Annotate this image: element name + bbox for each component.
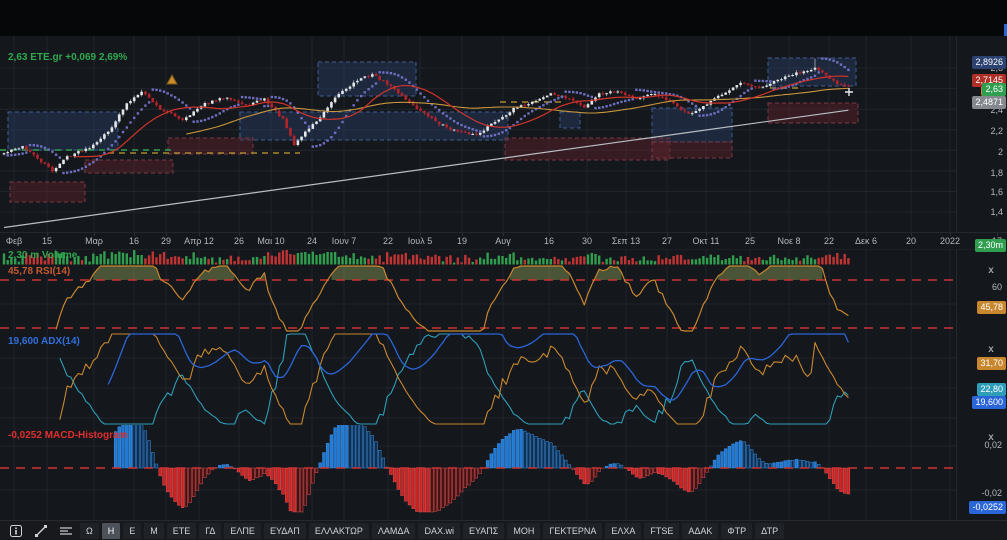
time-axis-tickmark — [239, 233, 240, 236]
ticker-button-h[interactable]: H — [101, 522, 121, 539]
adx-close-button[interactable]: x — [988, 344, 994, 355]
time-axis-tickmark — [503, 233, 504, 236]
time-axis-tick: Νοε 8 — [777, 236, 801, 246]
scrollbar-handle[interactable] — [1004, 24, 1007, 36]
time-axis-tickmark — [667, 233, 668, 236]
time-axis-tick: Δεκ 6 — [854, 236, 878, 246]
bottom-toolbar: Ω H E M ETE ΓΔ ΕΛΠΕ ΕΥΔΑΠ ΕΛΛΑΚΤΩΡ ΛΑΜΔΑ DAX.wi ΕΥΑ… — [0, 520, 1007, 540]
ticker-button-ete[interactable]: ETE — [166, 522, 197, 539]
time-axis-tick: 20 — [905, 236, 917, 246]
time-axis-tickmark — [462, 233, 463, 236]
time-axis-tickmark — [706, 233, 707, 236]
rsi-close-button[interactable]: x — [988, 265, 994, 276]
time-axis-tickmark — [199, 233, 200, 236]
time-axis-tick: Φεβ — [5, 236, 23, 246]
watchlist-icon[interactable] — [55, 523, 77, 539]
ticker-button-ευδαπ[interactable]: ΕΥΔΑΠ — [263, 522, 306, 539]
ticker-button-dax.wi[interactable]: DAX.wi — [418, 522, 460, 539]
ticker-button-ευαπς[interactable]: ΕΥΑΠΣ — [462, 522, 505, 539]
time-axis-tick: Ιουλ 5 — [407, 236, 433, 246]
price-axis-tick: 2,2 — [990, 126, 1003, 136]
time-axis-tickmark — [587, 233, 588, 236]
ticker-button-ftse[interactable]: FTSE — [644, 522, 680, 539]
price-axis[interactable]: 2,82,42,221,81,61,42,2,89262,71452,632,4… — [956, 36, 1007, 520]
ticker-button-m[interactable]: M — [144, 522, 164, 539]
trendline-tool-icon[interactable] — [30, 523, 52, 539]
ticker-button-γδ[interactable]: ΓΔ — [199, 522, 222, 539]
info-icon[interactable] — [5, 523, 27, 539]
price-axis-tick: 1,8 — [990, 168, 1003, 178]
macd-close-button[interactable]: x — [988, 432, 994, 443]
top-band — [0, 0, 1007, 36]
time-axis-tick: 17 — [991, 236, 1003, 246]
ticker-button-ω[interactable]: Ω — [80, 522, 99, 539]
time-axis-tick: 26 — [233, 236, 245, 246]
time-axis-tick: 22 — [382, 236, 394, 246]
ticker-button-δτρ[interactable]: ΔΤΡ — [755, 522, 785, 539]
ticker-button-e[interactable]: E — [123, 522, 142, 539]
time-axis-tick: 19 — [456, 236, 468, 246]
price-axis-tick: 1,6 — [990, 187, 1003, 197]
last-price-badge: 2,63 — [982, 83, 1006, 96]
time-axis-tickmark — [750, 233, 751, 236]
macd-pane-svg[interactable] — [0, 425, 957, 520]
time-axis-tick: 29 — [160, 236, 172, 246]
time-axis-tick: Απρ 12 — [184, 236, 214, 246]
time-axis-tick: 24 — [306, 236, 318, 246]
time-axis-tickmark — [829, 233, 830, 236]
time-axis-tick: 16 — [543, 236, 555, 246]
ticker-button-strip: Ω H E M ETE ΓΔ ΕΛΠΕ ΕΥΔΑΠ ΕΛΛΑΚΤΩΡ ΛΑΜΔΑ DAX.wi ΕΥΑ… — [80, 522, 785, 539]
main-chart-svg[interactable] — [0, 36, 957, 232]
time-axis-tickmark — [134, 233, 135, 236]
price-axis-tick: 2 — [997, 147, 1003, 157]
time-axis-tick: Μαρ — [85, 236, 103, 246]
ticker-button-μοη[interactable]: ΜΟΗ — [507, 522, 541, 539]
time-axis-tickmark — [94, 233, 95, 236]
time-axis[interactable]: Φεβ 15 Μαρ 16 29 Απρ 12 26 Μαι 10 24 Ιουν 7 22 Ιουλ… — [0, 232, 1007, 250]
time-axis-tickmark — [549, 233, 550, 236]
time-axis-tick: 30 — [581, 236, 593, 246]
price-axis-tick: 1,4 — [990, 207, 1003, 217]
time-axis-tickmark — [166, 233, 167, 236]
time-axis-tick: 22 — [823, 236, 835, 246]
time-axis-tick: Οκτ 11 — [692, 236, 720, 246]
ticker-button-φτρ[interactable]: ΦΤΡ — [721, 522, 753, 539]
ma-long-badge: 2,4871 — [972, 96, 1006, 109]
ticker-button-γεκτερνα[interactable]: ΓΕΚΤΕΡΝΑ — [543, 522, 603, 539]
time-axis-tick: Αυγ — [495, 236, 511, 246]
high-52w-badge: 2,8926 — [972, 56, 1006, 69]
time-axis-tickmark — [866, 233, 867, 236]
time-axis-tickmark — [626, 233, 627, 236]
time-axis-tickmark — [950, 233, 951, 236]
time-axis-tick: 27 — [661, 236, 673, 246]
time-axis-tick: 15 — [41, 236, 53, 246]
ticker-button-αδακ[interactable]: ΑΔΑΚ — [682, 522, 719, 539]
time-axis-tickmark — [997, 233, 998, 236]
ticker-button-ελχα[interactable]: ΕΛΧΑ — [605, 522, 642, 539]
ticker-button-λαμδα[interactable]: ΛΑΜΔΑ — [371, 522, 416, 539]
time-axis-tickmark — [47, 233, 48, 236]
time-axis-tickmark — [789, 233, 790, 236]
time-axis-tick: Ιουν 7 — [331, 236, 357, 246]
adx-pane-svg[interactable] — [0, 333, 957, 425]
time-axis-tickmark — [14, 233, 15, 236]
rsi-pane-svg[interactable] — [0, 264, 957, 333]
time-axis-tickmark — [911, 233, 912, 236]
time-axis-tick: 25 — [744, 236, 756, 246]
ticker-button-ελπε[interactable]: ΕΛΠΕ — [224, 522, 261, 539]
time-axis-tick: 2022 — [939, 236, 961, 246]
time-axis-tickmark — [420, 233, 421, 236]
time-axis-tickmark — [312, 233, 313, 236]
time-axis-tick: Μαι 10 — [257, 236, 285, 246]
time-axis-tickmark — [388, 233, 389, 236]
time-axis-tick: Σεπ 13 — [611, 236, 641, 246]
time-axis-tickmark — [344, 233, 345, 236]
ticker-button-ελλακτωρ[interactable]: ΕΛΛΑΚΤΩΡ — [308, 522, 369, 539]
time-axis-tickmark — [271, 233, 272, 236]
time-axis-tick: 16 — [128, 236, 140, 246]
price-axis-tick: 2,4 — [990, 105, 1003, 115]
volume-pane-svg[interactable] — [0, 248, 957, 265]
